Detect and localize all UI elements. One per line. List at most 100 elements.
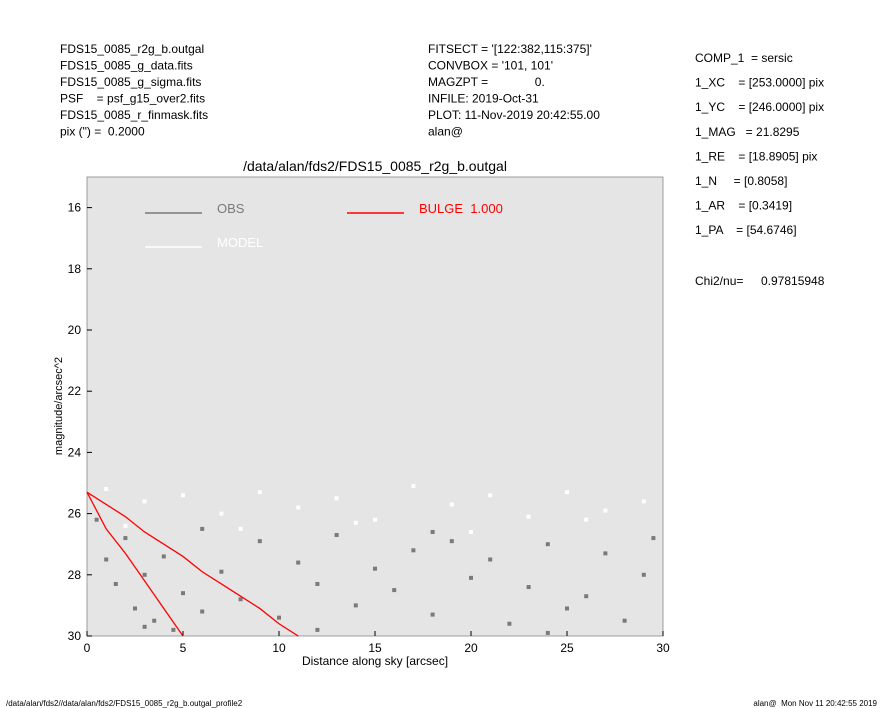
- data-point: [545, 542, 550, 547]
- x-tick-label: 20: [464, 641, 478, 655]
- header-line: FDS15_0085_g_data.fits: [60, 59, 193, 73]
- data-point: [181, 493, 185, 498]
- data-point: [373, 517, 377, 522]
- x-tick-label: 5: [180, 641, 187, 655]
- data-point: [334, 496, 339, 501]
- data-point: [113, 581, 118, 586]
- x-axis-label: Distance along sky [arcsec]: [302, 654, 448, 668]
- data-point: [257, 490, 262, 495]
- data-point: [526, 514, 531, 519]
- footer-left: /data/alan/fds2//data/alan/fds2/FDS15_00…: [6, 699, 243, 708]
- data-point: [469, 575, 473, 580]
- legend-label: BULGE 1.000: [419, 201, 503, 216]
- data-point: [181, 591, 185, 596]
- x-tick-label: 0: [84, 641, 91, 655]
- header-line: PLOT: 11-Nov-2019 20:42:55.00: [428, 108, 600, 122]
- chart-title: /data/alan/fds2/FDS15_0085_r2g_b.outgal: [243, 158, 507, 174]
- parameter: 1_AR = [0.3419]: [695, 199, 792, 213]
- header-line: FDS15_0085_g_sigma.fits: [60, 75, 201, 89]
- data-point: [123, 536, 128, 541]
- x-tick-label: 30: [656, 641, 670, 655]
- bulge-edge: [86, 491, 184, 637]
- header-line: PSF = psf_g15_over2.fits: [60, 92, 205, 106]
- data-point: [449, 539, 454, 544]
- data-point: [641, 572, 646, 577]
- data-point: [277, 615, 281, 620]
- data-point: [200, 609, 205, 614]
- chi2-value: 0.97815948: [761, 274, 825, 288]
- header-line: FITSECT = '[122:382,115:375]': [428, 42, 592, 56]
- data-point: [488, 493, 493, 498]
- parameter: COMP_1 = sersic: [695, 51, 793, 65]
- data-point: [584, 594, 589, 599]
- y-axis-label: magnitude/arcsec^2: [53, 357, 65, 455]
- data-point: [133, 606, 137, 611]
- data-point: [641, 499, 646, 504]
- header-line: pix (") = 0.2000: [60, 125, 145, 139]
- data-point: [296, 505, 301, 510]
- data-point: [200, 526, 205, 531]
- header-line: MAGZPT = 0.: [428, 75, 545, 89]
- header-line: FDS15_0085_r2g_b.outgal: [60, 42, 204, 56]
- data-point: [430, 612, 435, 617]
- parameter: 1_MAG = 21.8295: [695, 125, 800, 139]
- legend-label: OBS: [217, 201, 245, 216]
- parameter: 1_XC = [253.0000] pix: [695, 76, 824, 90]
- data-point: [257, 539, 262, 544]
- data-point: [353, 520, 358, 525]
- data-point: [622, 618, 627, 623]
- data-point: [315, 627, 320, 632]
- data-point: [161, 554, 166, 559]
- header-line: CONVBOX = '101, 101': [428, 59, 553, 73]
- data-point: [526, 585, 531, 590]
- parameter: 1_PA = [54.6746]: [695, 223, 797, 237]
- data-point: [238, 526, 243, 531]
- data-point: [392, 588, 397, 593]
- data-point: [94, 517, 99, 522]
- header-line: FDS15_0085_r_finmask.fits: [60, 108, 208, 122]
- data-point: [142, 572, 147, 577]
- data-point: [142, 624, 147, 629]
- data-point: [104, 557, 109, 562]
- y-tick-label: 18: [68, 262, 82, 276]
- data-point: [219, 511, 224, 516]
- data-point: [449, 502, 454, 507]
- data-point: [142, 499, 147, 504]
- data-point: [219, 569, 224, 574]
- data-point: [603, 508, 608, 513]
- x-tick-label: 10: [272, 641, 286, 655]
- y-tick-label: 22: [68, 384, 82, 398]
- plot-area: [86, 176, 664, 637]
- data-point: [296, 560, 301, 565]
- data-point: [507, 621, 512, 626]
- data-point: [411, 484, 416, 489]
- data-point: [334, 533, 339, 538]
- x-tick-label: 15: [368, 641, 382, 655]
- parameter: 1_N = [0.8058]: [695, 174, 787, 188]
- data-point: [565, 490, 569, 495]
- parameter: 1_RE = [18.8905] pix: [695, 149, 817, 163]
- data-point: [651, 536, 656, 541]
- chi2-label: Chi2/nu=: [695, 274, 743, 288]
- header-line: alan@: [428, 125, 463, 139]
- data-point: [373, 566, 377, 571]
- footer-right: alan@ Mon Nov 11 20:42:55 2019: [753, 699, 877, 708]
- y-tick-label: 30: [68, 629, 82, 643]
- y-tick-label: 16: [68, 201, 82, 215]
- parameter: 1_YC = [246.0000] pix: [695, 100, 824, 114]
- data-point: [238, 597, 243, 602]
- data-point: [565, 606, 569, 611]
- data-point: [123, 523, 128, 528]
- data-point: [430, 529, 435, 534]
- data-point: [152, 618, 157, 623]
- y-tick-label: 24: [68, 445, 82, 459]
- bulge-edge: [86, 491, 299, 637]
- y-tick-label: 28: [68, 568, 82, 582]
- legend-label: MODEL: [217, 235, 263, 250]
- x-tick-label: 25: [560, 641, 574, 655]
- y-tick-label: 26: [68, 507, 82, 521]
- data-point: [603, 551, 608, 556]
- data-point: [545, 630, 550, 635]
- data-point: [171, 627, 176, 632]
